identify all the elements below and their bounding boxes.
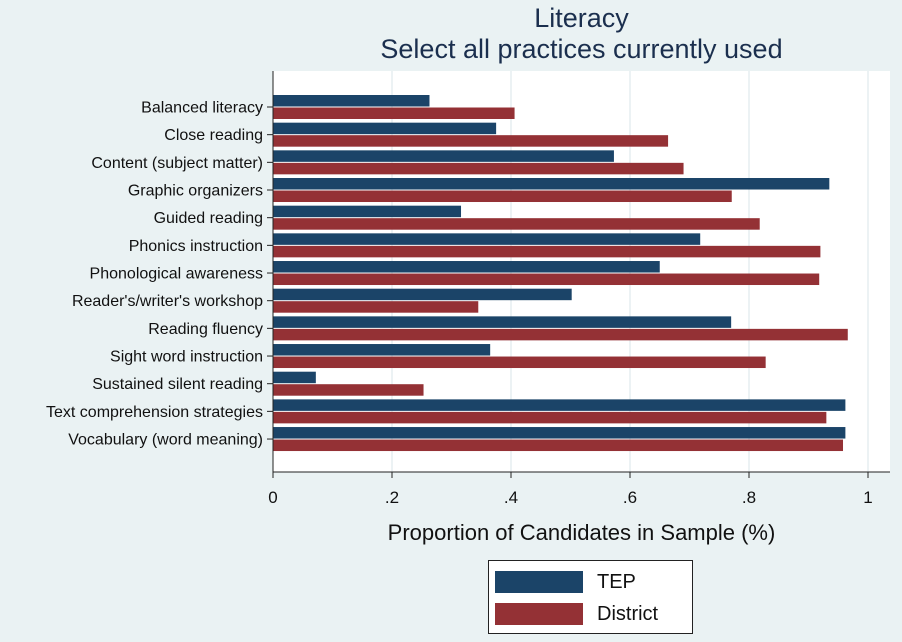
bar-district (273, 356, 766, 369)
category-label: Content (subject matter) (91, 155, 263, 172)
bar-district (273, 301, 479, 313)
bar-tep (273, 399, 846, 411)
category-label: Text comprehension strategies (46, 404, 263, 421)
category-label: Phonological awareness (90, 266, 263, 283)
x-tick-label: 1 (863, 488, 872, 507)
bar-district (273, 107, 515, 119)
category-label: Guided reading (154, 210, 263, 227)
bar-tep (273, 233, 701, 245)
bar-district (273, 245, 821, 258)
x-tick-label: .6 (623, 488, 637, 507)
bar-tep (273, 122, 497, 135)
bar-tep (273, 316, 732, 328)
bar-district (273, 218, 760, 230)
bar-district (273, 439, 844, 452)
category-label: Reading fluency (148, 321, 263, 338)
legend: TEP District (488, 560, 693, 634)
legend-swatch-district (495, 603, 583, 625)
bar-tep (273, 150, 614, 162)
bar-tep (273, 344, 491, 356)
category-label: Phonics instruction (129, 238, 263, 255)
legend-swatch-tep (495, 571, 583, 593)
category-label: Vocabulary (word meaning) (68, 432, 263, 449)
x-tick-label: .4 (504, 488, 518, 507)
category-label: Reader's/writer's workshop (72, 293, 263, 310)
x-tick-label: 0 (268, 488, 277, 507)
bar-district (273, 384, 424, 396)
bar-district (273, 135, 669, 147)
bar-tep (273, 427, 846, 439)
bar-tep (273, 205, 462, 218)
bar-tep (273, 261, 660, 273)
category-label: Close reading (164, 127, 263, 144)
category-label: Balanced literacy (141, 100, 263, 117)
legend-item-tep: TEP (495, 570, 636, 594)
chart-title: Literacy (534, 3, 629, 33)
bar-district (273, 273, 820, 286)
category-label: Sight word instruction (110, 349, 263, 366)
legend-label-tep: TEP (597, 570, 636, 593)
category-label: Sustained silent reading (92, 376, 263, 393)
bar-district (273, 328, 848, 341)
legend-item-district: District (495, 602, 658, 626)
legend-label-district: District (597, 602, 659, 625)
bar-tep (273, 371, 316, 384)
bar-tep (273, 95, 430, 107)
bar-district (273, 190, 732, 203)
x-tick-label: .2 (385, 488, 399, 507)
category-label: Graphic organizers (128, 183, 263, 200)
bar-district (273, 162, 684, 175)
bar-district (273, 411, 827, 424)
chart-subtitle: Select all practices currently used (380, 34, 783, 64)
x-tick-label: .8 (742, 488, 756, 507)
bar-tep (273, 288, 572, 301)
bar-tep (273, 178, 830, 190)
x-axis-title: Proportion of Candidates in Sample (%) (387, 520, 776, 545)
